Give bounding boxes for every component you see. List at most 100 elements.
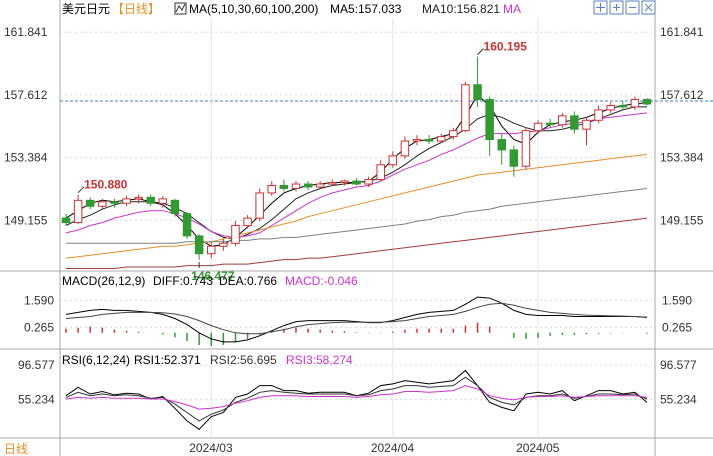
ma10-value: MA10:156.821	[422, 2, 500, 16]
ma-line-ma10	[65, 106, 647, 240]
rsi2-value: RSI2:56.695	[210, 353, 277, 367]
candle-body	[315, 183, 325, 188]
candle-body	[291, 183, 301, 189]
rsi-line-rsi2	[65, 376, 648, 422]
candle-body	[85, 199, 95, 207]
rsi-panel	[65, 369, 648, 430]
ma-line-ma30	[65, 112, 648, 238]
instrument-title: 美元日元	[62, 2, 110, 16]
candle-body	[412, 139, 422, 142]
axis-labels: 161.841 161.841 157.612 157.612 153.384 153.3…	[4, 25, 704, 455]
macd-line-diff	[65, 296, 648, 343]
candle-body	[243, 217, 252, 227]
macd-panel	[65, 296, 648, 347]
zoom-in-icon[interactable]	[609, 0, 624, 15]
high-annotation: 150.880	[84, 178, 128, 192]
rsi1-value: RSI1:52.371	[134, 353, 201, 367]
ma-line-ma100	[66, 188, 648, 244]
ma-toggle-icon[interactable]	[174, 2, 187, 15]
x-tick-label: 2024/05	[516, 441, 560, 455]
ma-params-label: MA(5,10,30,60,100,200)	[189, 2, 318, 16]
candle-body	[267, 185, 277, 194]
candle-body	[558, 115, 567, 126]
ma-line-ma200	[66, 217, 648, 269]
period-label[interactable]: 【日线】	[112, 2, 160, 16]
candle-body	[449, 130, 458, 138]
candle-body	[182, 213, 192, 237]
price-tick-left: 149.155	[4, 213, 48, 227]
rsi-tick-right: 96.577	[660, 358, 697, 372]
high-annotation: 160.195	[484, 40, 528, 54]
price-tick-right: 161.841	[660, 25, 704, 39]
ma-more-label[interactable]: MA	[503, 2, 521, 16]
candle-body	[461, 84, 470, 132]
candle-body	[352, 180, 361, 185]
candle-body	[582, 119, 591, 130]
close-icon[interactable]	[641, 0, 656, 15]
rsi3-value: RSI3:58.274	[286, 353, 353, 367]
zoom-out-icon[interactable]	[625, 0, 640, 15]
candle-body	[618, 104, 628, 108]
period-tab-bg	[0, 440, 52, 456]
price-tick-right: 149.155	[660, 213, 704, 227]
price-tick-left: 161.841	[4, 25, 48, 39]
candle-body	[497, 139, 507, 151]
candle-body	[594, 109, 603, 121]
macd-tick-left: 1.590	[24, 293, 54, 307]
candle-body	[509, 149, 519, 167]
candle-body	[473, 84, 482, 101]
macd-tick-right: 0.265	[662, 320, 692, 334]
macd-line-dea	[65, 302, 648, 335]
candle-body	[606, 104, 615, 111]
high-marker	[477, 48, 484, 55]
rsi-tick-left: 55.234	[18, 393, 55, 407]
rsi-line-rsi3	[65, 385, 648, 410]
candle-body	[570, 115, 579, 130]
candle-body	[630, 99, 640, 108]
macd-title: MACD(26,12,9)	[62, 274, 145, 288]
candle-body	[376, 164, 385, 181]
candle-body	[533, 122, 543, 132]
rsi-tick-left: 96.577	[18, 358, 55, 372]
price-tick-right: 153.384	[660, 151, 704, 165]
candle-body	[219, 242, 228, 247]
high-marker	[77, 186, 85, 194]
price-tick-right: 157.612	[660, 88, 704, 102]
candle-body	[158, 198, 168, 204]
rsi-title: RSI(6,12,24)	[62, 353, 130, 367]
crosshair-icon[interactable]	[593, 0, 608, 15]
candle-body	[110, 201, 119, 204]
candle-body	[303, 183, 313, 188]
candle-body	[436, 136, 446, 142]
macd-tick-left: 0.265	[24, 320, 54, 334]
candle-body	[279, 185, 289, 189]
candle-body	[146, 196, 155, 204]
candle-body	[206, 245, 216, 255]
candle-body	[122, 198, 131, 204]
candle-body	[231, 225, 240, 244]
candle-body	[521, 130, 531, 167]
candle-body	[485, 99, 494, 141]
rsi-tick-right: 55.234	[660, 393, 697, 407]
candle-body	[400, 140, 410, 157]
price-tick-left: 153.384	[4, 151, 48, 165]
candle-body	[424, 139, 434, 142]
candle-body	[364, 179, 373, 185]
candle-body	[388, 155, 398, 166]
candlesticks	[61, 56, 652, 260]
candle-body	[340, 180, 349, 184]
macd-tick-right: 1.590	[662, 293, 692, 307]
macd-diff-value: DIFF:0.743	[153, 274, 213, 288]
x-tick-label: 2024/03	[189, 441, 233, 455]
candle-body	[545, 122, 555, 126]
candle-body	[98, 201, 107, 207]
period-tab[interactable]: 日线	[4, 442, 28, 456]
candle-body	[194, 235, 204, 255]
ma5-value: MA5:157.033	[330, 2, 402, 16]
macd-hist-value: MACD:-0.046	[285, 274, 358, 288]
candle-body	[328, 182, 337, 185]
macd-dea-value: DEA:0.766	[219, 274, 277, 288]
